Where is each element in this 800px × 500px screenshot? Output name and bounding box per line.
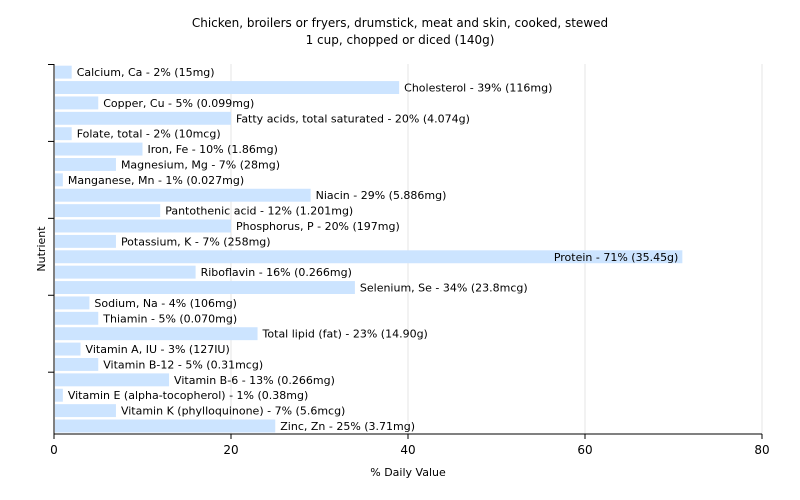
bar-data-label: Manganese, Mn - 1% (0.027mg) bbox=[68, 174, 244, 187]
bar-data-label: Vitamin B-6 - 13% (0.266mg) bbox=[174, 374, 335, 387]
bar bbox=[55, 142, 143, 156]
x-tick-label: 20 bbox=[223, 443, 238, 457]
bar bbox=[55, 204, 161, 218]
gridlines bbox=[230, 64, 763, 434]
bar-data-label: Copper, Cu - 5% (0.099mg) bbox=[103, 97, 254, 110]
bar-data-label: Vitamin A, IU - 3% (127IU) bbox=[86, 343, 230, 356]
bars bbox=[55, 65, 683, 433]
bar bbox=[55, 111, 231, 125]
bar bbox=[55, 219, 231, 233]
bar bbox=[55, 158, 116, 171]
bar-data-label: Cholesterol - 39% (116mg) bbox=[404, 82, 552, 95]
bar bbox=[55, 127, 72, 141]
bar bbox=[55, 96, 99, 110]
bar-data-label: Protein - 71% (35.45g) bbox=[554, 251, 679, 264]
bar-data-label: Magnesium, Mg - 7% (28mg) bbox=[121, 158, 280, 171]
bar bbox=[55, 81, 400, 94]
bar-data-label: Pantothenic acid - 12% (1.201mg) bbox=[165, 205, 353, 218]
bar bbox=[55, 265, 196, 279]
bar-data-label: Phosphorus, P - 20% (197mg) bbox=[236, 220, 400, 233]
bar bbox=[55, 327, 258, 341]
bar-data-label: Zinc, Zn - 25% (3.71mg) bbox=[280, 420, 415, 433]
bar bbox=[55, 311, 99, 325]
bar bbox=[55, 65, 72, 79]
bar-data-label: Total lipid (fat) - 23% (14.90g) bbox=[262, 328, 428, 341]
bar bbox=[55, 342, 81, 356]
bar-data-label: Vitamin K (phylloquinone) - 7% (5.6mcg) bbox=[121, 405, 345, 418]
x-tick-label: 0 bbox=[50, 443, 58, 457]
bar bbox=[55, 388, 63, 402]
bar-data-label: Riboflavin - 16% (0.266mg) bbox=[201, 266, 352, 279]
bar-data-label: Thiamin - 5% (0.070mg) bbox=[102, 312, 237, 325]
x-ticks: 0 20 40 60 80 bbox=[50, 434, 770, 457]
bar-data-label: Iron, Fe - 10% (1.86mg) bbox=[148, 143, 278, 156]
bar bbox=[55, 188, 311, 202]
chart-title: Chicken, broilers or fryers, drumstick, … bbox=[192, 16, 608, 30]
bar bbox=[55, 281, 355, 294]
bar-data-label: Fatty acids, total saturated - 20% (4.07… bbox=[236, 112, 470, 125]
bar-data-label: Folate, total - 2% (10mcg) bbox=[77, 128, 221, 141]
x-tick-label: 40 bbox=[400, 443, 415, 457]
x-tick-label: 80 bbox=[754, 443, 769, 457]
bar bbox=[55, 234, 116, 248]
bar-data-label: Potassium, K - 7% (258mg) bbox=[121, 235, 271, 248]
bar bbox=[55, 296, 90, 310]
bar-data-label: Calcium, Ca - 2% (15mg) bbox=[77, 66, 215, 79]
x-tick-label: 60 bbox=[577, 443, 592, 457]
bar-data-label: Selenium, Se - 34% (23.8mcg) bbox=[360, 282, 528, 295]
bar bbox=[55, 250, 683, 264]
bar-data-label: Niacin - 29% (5.886mg) bbox=[316, 189, 447, 202]
y-axis-label: Nutrient bbox=[35, 226, 48, 272]
bar bbox=[55, 404, 116, 418]
bar bbox=[55, 358, 99, 371]
bar-data-label: Vitamin E (alpha-tocopherol) - 1% (0.38m… bbox=[68, 389, 308, 402]
x-axis-label: % Daily Value bbox=[370, 466, 446, 479]
bar bbox=[55, 173, 63, 187]
chart-subtitle: 1 cup, chopped or diced (140g) bbox=[306, 33, 495, 47]
bar bbox=[55, 419, 276, 433]
bar-data-label: Vitamin B-12 - 5% (0.31mcg) bbox=[103, 358, 263, 371]
data-labels: Calcium, Ca - 2% (15mg) Cholesterol - 39%… bbox=[68, 66, 679, 433]
bar bbox=[55, 373, 170, 387]
bar-data-label: Sodium, Na - 4% (106mg) bbox=[94, 297, 237, 310]
